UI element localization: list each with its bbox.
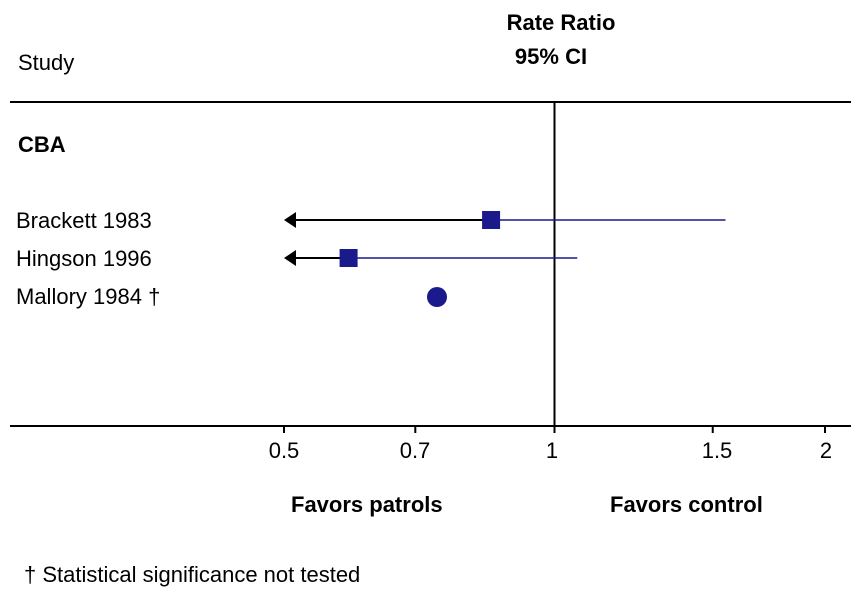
- tick-label: 0.5: [268, 438, 300, 463]
- point-estimate-circle: [426, 287, 447, 307]
- footnote: † Statistical significance not tested: [24, 562, 361, 587]
- study-label: Mallory 1984 †: [16, 284, 161, 309]
- tick-label: 1.5: [701, 438, 733, 463]
- ci-truncation-arrow: [284, 250, 296, 266]
- point-estimate-square: [482, 211, 501, 229]
- point-estimate-square: [339, 249, 358, 267]
- tick-label: 1: [545, 438, 559, 463]
- tick-label: 0.7: [399, 438, 431, 463]
- effect-column-title: Rate Ratio: [506, 10, 616, 35]
- study-label: Hingson 1996: [16, 246, 152, 271]
- favors-left-label: Favors patrols: [291, 492, 443, 517]
- study-label: Brackett 1983: [16, 208, 152, 233]
- favors-right-label: Favors control: [610, 492, 763, 517]
- effect-column-subtitle: 95% CI: [514, 44, 588, 69]
- tick-label: 2: [819, 438, 833, 463]
- ci-truncation-arrow: [284, 212, 296, 228]
- study-column-header: Study: [18, 50, 75, 75]
- group-label: CBA: [18, 132, 66, 157]
